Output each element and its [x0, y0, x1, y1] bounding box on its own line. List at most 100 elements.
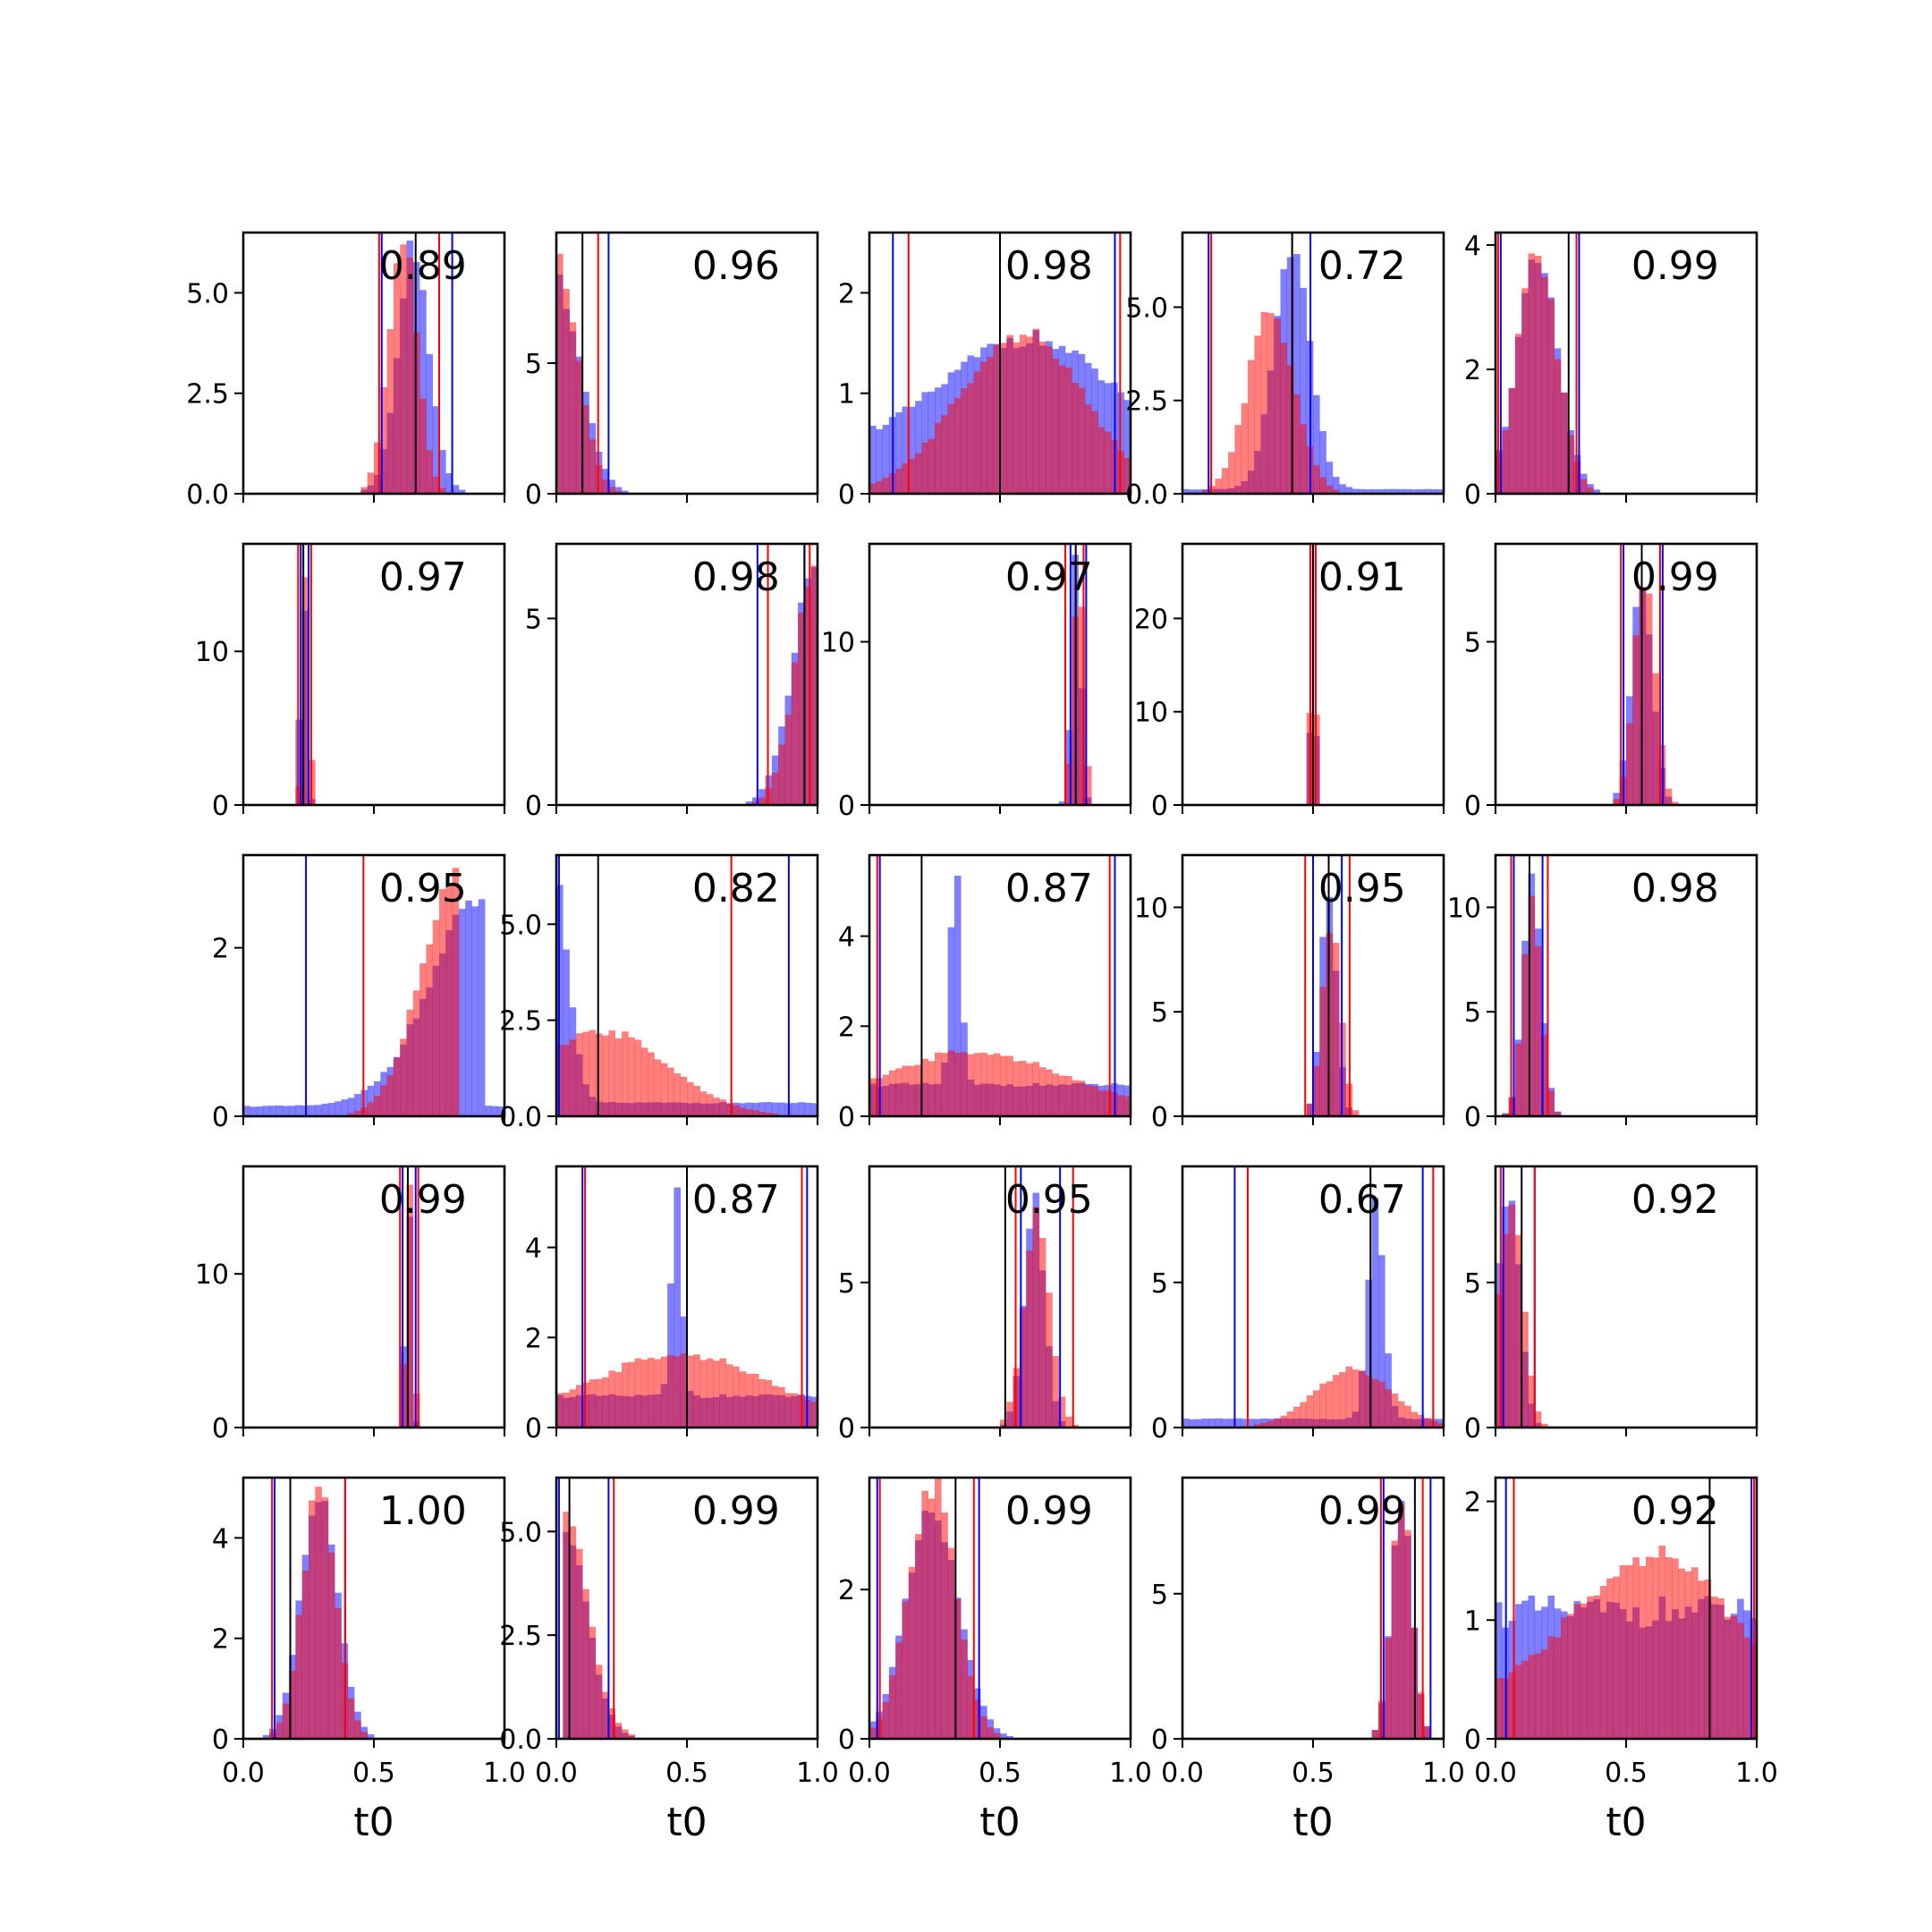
y-tick-label: 5.0 [1125, 292, 1168, 324]
y-tick-label: 5 [838, 1268, 855, 1300]
red-bar [1514, 1043, 1522, 1116]
red-bar [1065, 763, 1072, 805]
blue-bar [758, 789, 766, 805]
red-bar [1254, 1424, 1261, 1428]
red-bar [1639, 1565, 1647, 1739]
red-bar [1084, 404, 1092, 494]
correlation-label: 0.92 [1631, 1488, 1719, 1534]
correlation-label: 0.97 [1005, 555, 1093, 600]
red-bar [1032, 1207, 1040, 1428]
red-bar [575, 1548, 583, 1739]
blue-bar [471, 906, 479, 1116]
blue-bar [419, 290, 427, 494]
bars [869, 233, 1131, 494]
bars [1613, 544, 1679, 805]
red-bar [640, 1047, 648, 1116]
blue-bar [947, 927, 955, 1116]
bars [1182, 233, 1444, 494]
red-bar [778, 1386, 785, 1428]
blue-bar [250, 1106, 257, 1116]
blue-bar [1359, 488, 1366, 494]
red-bar [980, 1052, 987, 1116]
correlation-label: 0.67 [1318, 1177, 1406, 1223]
red-bar [1078, 1080, 1086, 1116]
blue-bar [908, 406, 916, 494]
blue-bar [465, 900, 472, 1116]
red-bar [614, 1038, 623, 1116]
red-bar [888, 1070, 896, 1116]
histogram-panel-7: 0.98 0 5 [525, 542, 819, 822]
red-bar [1032, 1062, 1040, 1116]
y-tick-label: 2 [838, 1012, 855, 1043]
y-tick-label: 4 [838, 922, 855, 953]
red-bar [1319, 1383, 1326, 1428]
red-bar [1332, 943, 1340, 1116]
blue-bar [1326, 462, 1334, 494]
red-bar [1502, 1233, 1509, 1428]
blue-bar [1215, 1418, 1223, 1428]
red-bar [614, 1372, 623, 1428]
correlation-label: 0.92 [1631, 1177, 1719, 1223]
x-axis-title: t0 [666, 1800, 707, 1845]
red-bar [953, 1053, 962, 1116]
histogram-panel-9: 0.91 0 10 20 [1134, 542, 1445, 822]
bars [556, 1166, 818, 1428]
blue-bar [1000, 1733, 1007, 1739]
red-bar [699, 1360, 708, 1428]
red-bar [961, 1639, 968, 1739]
red-bar [915, 1064, 922, 1116]
bars [295, 544, 316, 805]
red-bar [1626, 1564, 1633, 1739]
correlation-label: 0.98 [1005, 243, 1093, 289]
red-bar [1385, 1389, 1392, 1428]
red-bar [1391, 1393, 1399, 1428]
red-bar [1352, 1110, 1360, 1116]
red-bar [1613, 799, 1620, 805]
correlation-label: 0.99 [1005, 1488, 1093, 1534]
red-bar [1554, 1112, 1562, 1116]
blue-bar [1234, 1418, 1241, 1428]
red-bar [1313, 465, 1320, 494]
red-bar [1000, 1419, 1007, 1428]
red-bar [725, 1103, 733, 1116]
red-bar [582, 1031, 589, 1116]
histogram-panel-6: 0.97 0 10 [195, 542, 506, 822]
y-tick-label: 0 [212, 791, 229, 822]
y-tick-label: 0.0 [499, 1724, 542, 1756]
red-bar [1645, 593, 1653, 805]
x-tick-label: 0.5 [1292, 1758, 1335, 1789]
red-bar [1514, 1234, 1522, 1428]
red-bar [752, 1373, 759, 1428]
red-bar [1417, 1692, 1425, 1739]
blue-bar [1195, 489, 1203, 494]
red-bar [987, 1727, 994, 1739]
x-tick-label: 1.0 [483, 1758, 526, 1789]
histogram-panel-21: 1.00 0 2 4 0.0 0.5 1.0 t0 [212, 1476, 526, 1845]
blue-bar [1293, 253, 1301, 494]
blue-bar [327, 1103, 335, 1116]
red-bar [733, 1105, 740, 1116]
red-bar [961, 388, 968, 494]
red-bar [1371, 1730, 1379, 1739]
red-bar [556, 1393, 564, 1428]
red-bar [393, 1057, 401, 1116]
blue-bar [282, 1106, 290, 1116]
red-bar [745, 1109, 753, 1116]
red-bar [895, 469, 902, 494]
blue-bar [1006, 1735, 1013, 1739]
red-bar [810, 1402, 818, 1428]
red-bar [706, 1094, 714, 1116]
red-bar [1065, 1075, 1072, 1116]
red-bar [882, 1074, 890, 1116]
red-bar [563, 289, 570, 494]
red-bar [1241, 402, 1249, 494]
blue-bar [1352, 488, 1360, 494]
red-bar [967, 1054, 975, 1116]
histogram-panel-16: 0.99 0 10 [195, 1165, 506, 1445]
red-bar [1280, 343, 1288, 494]
correlation-label: 0.91 [1318, 555, 1406, 600]
red-bar [967, 1675, 975, 1739]
blue-bar [315, 1105, 322, 1116]
red-bar [309, 1500, 316, 1739]
red-bar [706, 1358, 714, 1428]
